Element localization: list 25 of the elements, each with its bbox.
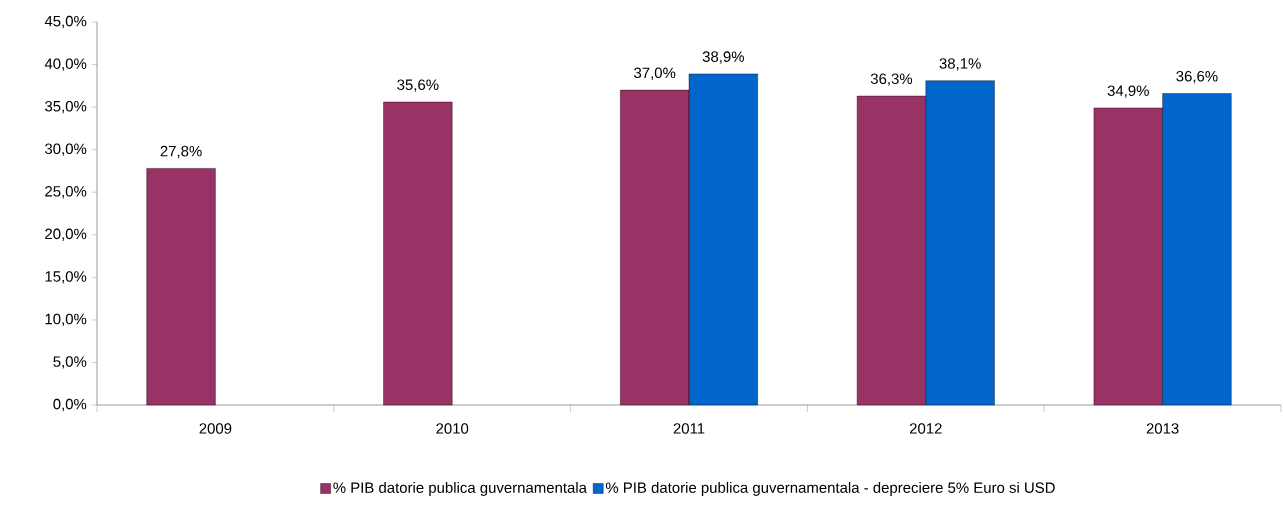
- y-tick-label: 15,0%: [45, 271, 87, 284]
- y-tick-label: 10,0%: [45, 313, 87, 327]
- x-tick-label: 2010: [436, 423, 469, 434]
- x-tick-label: 2012: [909, 423, 942, 434]
- x-tick-label: 2011: [673, 423, 705, 434]
- data-label: 37,0%: [634, 67, 676, 80]
- y-tick-label: 40,0%: [44, 58, 87, 71]
- data-label: 38,9%: [702, 51, 744, 64]
- data-label: 36,6%: [1176, 70, 1218, 84]
- x-tick-label: 2009: [199, 423, 232, 434]
- legend-label: % PIB datorie publica guvernamentala: [333, 481, 587, 496]
- y-tick-label: 20,0%: [45, 228, 87, 241]
- y-tick-label: 0,0%: [53, 398, 87, 412]
- y-tick-label: 35,0%: [45, 100, 87, 114]
- data-label: 36,3%: [870, 73, 913, 86]
- y-tick-label: 45,0%: [44, 15, 87, 29]
- y-tick-label: 5,0%: [53, 356, 87, 369]
- y-tick-label: 25,0%: [45, 186, 87, 199]
- legend-label: % PIB datorie publica guvernamentala - depreciere 5% Euro si USD: [605, 481, 1055, 496]
- data-label: 38,1%: [939, 58, 981, 71]
- data-label: 35,6%: [397, 79, 439, 92]
- data-label: 34,9%: [1107, 85, 1149, 98]
- x-tick-label: 2013: [1146, 423, 1179, 434]
- data-label: 27,8%: [160, 145, 202, 159]
- y-tick-label: 30,0%: [45, 143, 87, 156]
